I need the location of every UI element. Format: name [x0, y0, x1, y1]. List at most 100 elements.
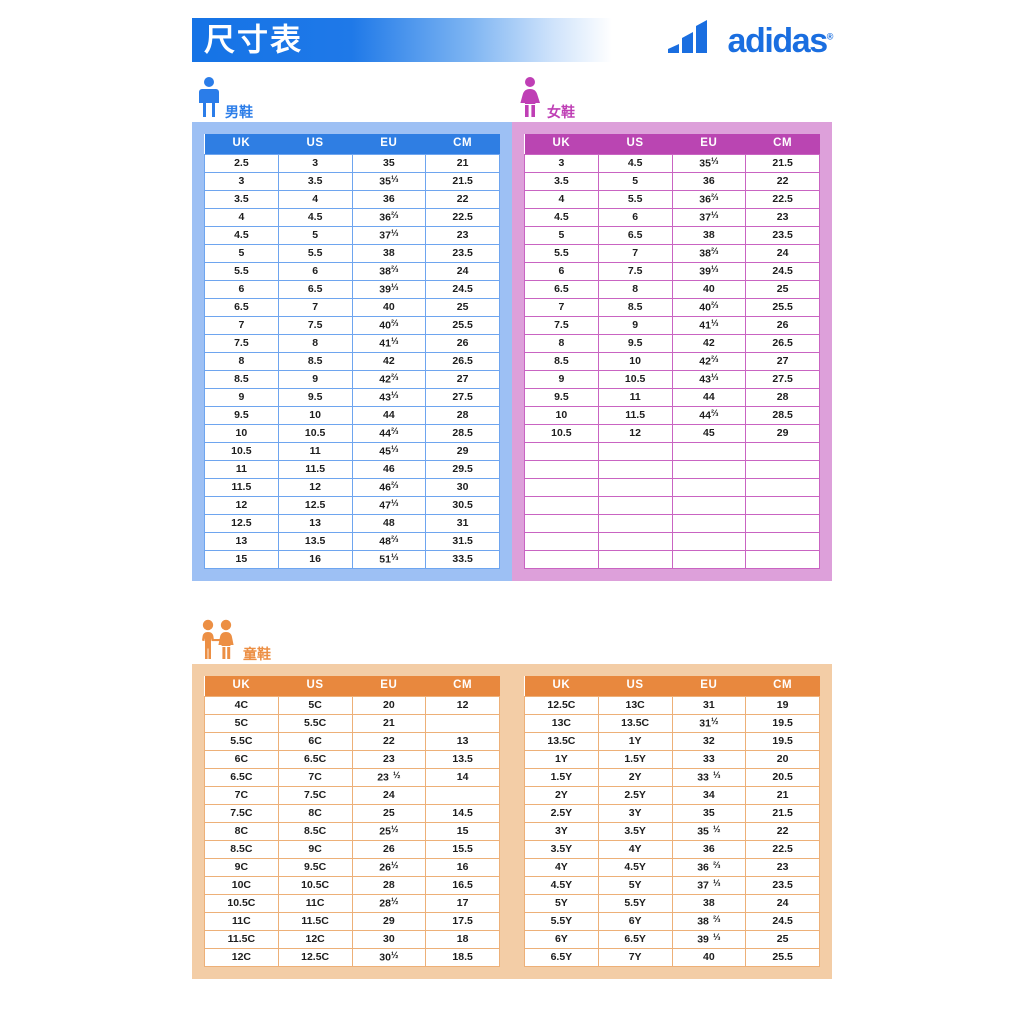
- cell-cm: 22.5: [745, 839, 820, 859]
- table-row: 8.5 10 42⅔ 27: [524, 351, 820, 371]
- cell-cm: 24.5: [425, 279, 500, 299]
- cell-uk: 10C: [204, 875, 279, 895]
- cell-eu: 30½: [351, 947, 427, 967]
- cell-eu: 35 ½: [671, 821, 747, 841]
- cell-cm: 20.5: [745, 767, 820, 787]
- cell-cm: 29: [745, 423, 820, 443]
- cell-cm: 14: [425, 767, 500, 787]
- adidas-logo: adidas®: [668, 20, 833, 59]
- cell-uk: 6.5: [204, 297, 279, 317]
- cell-uk: 12.5C: [524, 695, 599, 715]
- cell-eu: 23: [351, 749, 427, 769]
- cell-uk: 8: [524, 333, 599, 353]
- cell-eu: 48: [351, 513, 427, 533]
- kids-table-frame: UK US EU CM 4C 5C 20 12 5C 5.5C 21 5.5C 6C 22 13 6C 6.5…: [192, 664, 512, 979]
- cell-us: 5: [597, 171, 673, 191]
- cell-eu: 23 ½: [351, 767, 427, 787]
- title-banner: 尺寸表: [192, 18, 612, 62]
- cell-eu: 41⅓: [351, 333, 427, 353]
- table-header-row: UK US EU CM: [204, 676, 500, 696]
- table-row: 12 12.5 47⅓ 30.5: [204, 495, 500, 515]
- cell-cm: 28.5: [425, 423, 500, 443]
- column-header-us: US: [306, 137, 324, 149]
- table-row: 5Y 5.5Y 38 24: [524, 893, 820, 913]
- cell-eu: 39 ⅓: [671, 929, 747, 949]
- cell-cm: 26.5: [745, 333, 820, 353]
- cell-uk: 10: [204, 423, 279, 443]
- cell-eu: 25: [351, 803, 427, 823]
- cell-uk: 4Y: [524, 857, 599, 877]
- cell-eu: 35: [351, 153, 427, 173]
- cell-us: 3: [277, 153, 353, 173]
- cell-us: 7.5C: [277, 785, 353, 805]
- cell-us: 7: [277, 297, 353, 317]
- women-size-table: UK US EU CM 3 4.5 35⅓ 21.5 3.5 5 36 22 4 5.5 36⅔ 22.5 4…: [524, 134, 820, 569]
- table-row: 10.5 12 45 29: [524, 423, 820, 443]
- cell-us: [597, 495, 673, 515]
- cell-us: 6.5C: [277, 749, 353, 769]
- cell-uk: 7.5C: [204, 803, 279, 823]
- cell-uk: 9: [524, 369, 599, 389]
- cell-uk: 9.5: [524, 387, 599, 407]
- kids-size-table: UK US EU CM 4C 5C 20 12 5C 5.5C 21 5.5C 6C 22 13 6C 6.5…: [204, 676, 500, 967]
- cell-eu: 34: [671, 785, 747, 805]
- cell-uk: 8.5: [524, 351, 599, 371]
- cell-us: [597, 549, 673, 569]
- cell-cm: 24: [745, 243, 820, 263]
- table-row: 7.5C 8C 25 14.5: [204, 803, 500, 823]
- cell-uk: 5.5Y: [524, 911, 599, 931]
- table-row: 6Y 6.5Y 39 ⅓ 25: [524, 929, 820, 949]
- cell-us: 12.5: [277, 495, 353, 515]
- table-row: 5.5C 6C 22 13: [204, 731, 500, 751]
- cell-cm: 22: [745, 171, 820, 191]
- column-header-cm: CM: [773, 679, 793, 691]
- cell-eu: [671, 477, 747, 497]
- cell-us: 7Y: [597, 947, 673, 967]
- table-row: 10.5C 11C 28½ 17: [204, 893, 500, 913]
- cell-eu: 32: [671, 731, 747, 751]
- cell-us: 12C: [277, 929, 353, 949]
- cell-eu: 46⅔: [351, 477, 427, 497]
- column-header-cm: CM: [453, 137, 473, 149]
- cell-us: 12.5C: [277, 947, 353, 967]
- cell-cm: 15: [425, 821, 500, 841]
- cell-cm: 26: [745, 315, 820, 335]
- table-row: 9.5 11 44 28: [524, 387, 820, 407]
- cell-cm: 22.5: [745, 189, 820, 209]
- cell-us: 1Y: [597, 731, 673, 751]
- cell-us: 12: [597, 423, 673, 443]
- table-row: 9 10.5 43⅓ 27.5: [524, 369, 820, 389]
- cell-cm: [745, 513, 820, 533]
- cell-eu: 46: [351, 459, 427, 479]
- table-row: [524, 549, 820, 569]
- cell-eu: 36 ⅔: [671, 857, 747, 877]
- cell-uk: 4C: [204, 695, 279, 715]
- column-header-eu: EU: [380, 137, 398, 149]
- cell-cm: 30: [425, 477, 500, 497]
- cell-cm: 19.5: [745, 731, 820, 751]
- cell-cm: 23: [425, 225, 500, 245]
- cell-eu: 30: [351, 929, 427, 949]
- cell-eu: 36: [351, 189, 427, 209]
- cell-eu: 43⅓: [351, 387, 427, 407]
- table-row: 8C 8.5C 25½ 15: [204, 821, 500, 841]
- cell-cm: [425, 785, 500, 805]
- table-row: 12C 12.5C 30½ 18.5: [204, 947, 500, 967]
- cell-uk: 8.5: [204, 369, 279, 389]
- cell-us: 5.5C: [277, 713, 353, 733]
- cell-us: 16: [277, 549, 353, 569]
- cell-us: 6.5Y: [597, 929, 673, 949]
- cell-us: 6C: [277, 731, 353, 751]
- cell-us: 3Y: [597, 803, 673, 823]
- cell-uk: 8.5C: [204, 839, 279, 859]
- cell-uk: 12C: [204, 947, 279, 967]
- cell-cm: [745, 459, 820, 479]
- column-header-eu: EU: [700, 137, 718, 149]
- table-row: 7 7.5 40⅔ 25.5: [204, 315, 500, 335]
- cell-eu: 33 ⅓: [671, 767, 747, 787]
- table-row: [524, 513, 820, 533]
- cell-eu: 29: [351, 911, 427, 931]
- cell-eu: 40: [351, 297, 427, 317]
- table-row: [524, 441, 820, 461]
- section-women-label: 女鞋: [512, 77, 832, 122]
